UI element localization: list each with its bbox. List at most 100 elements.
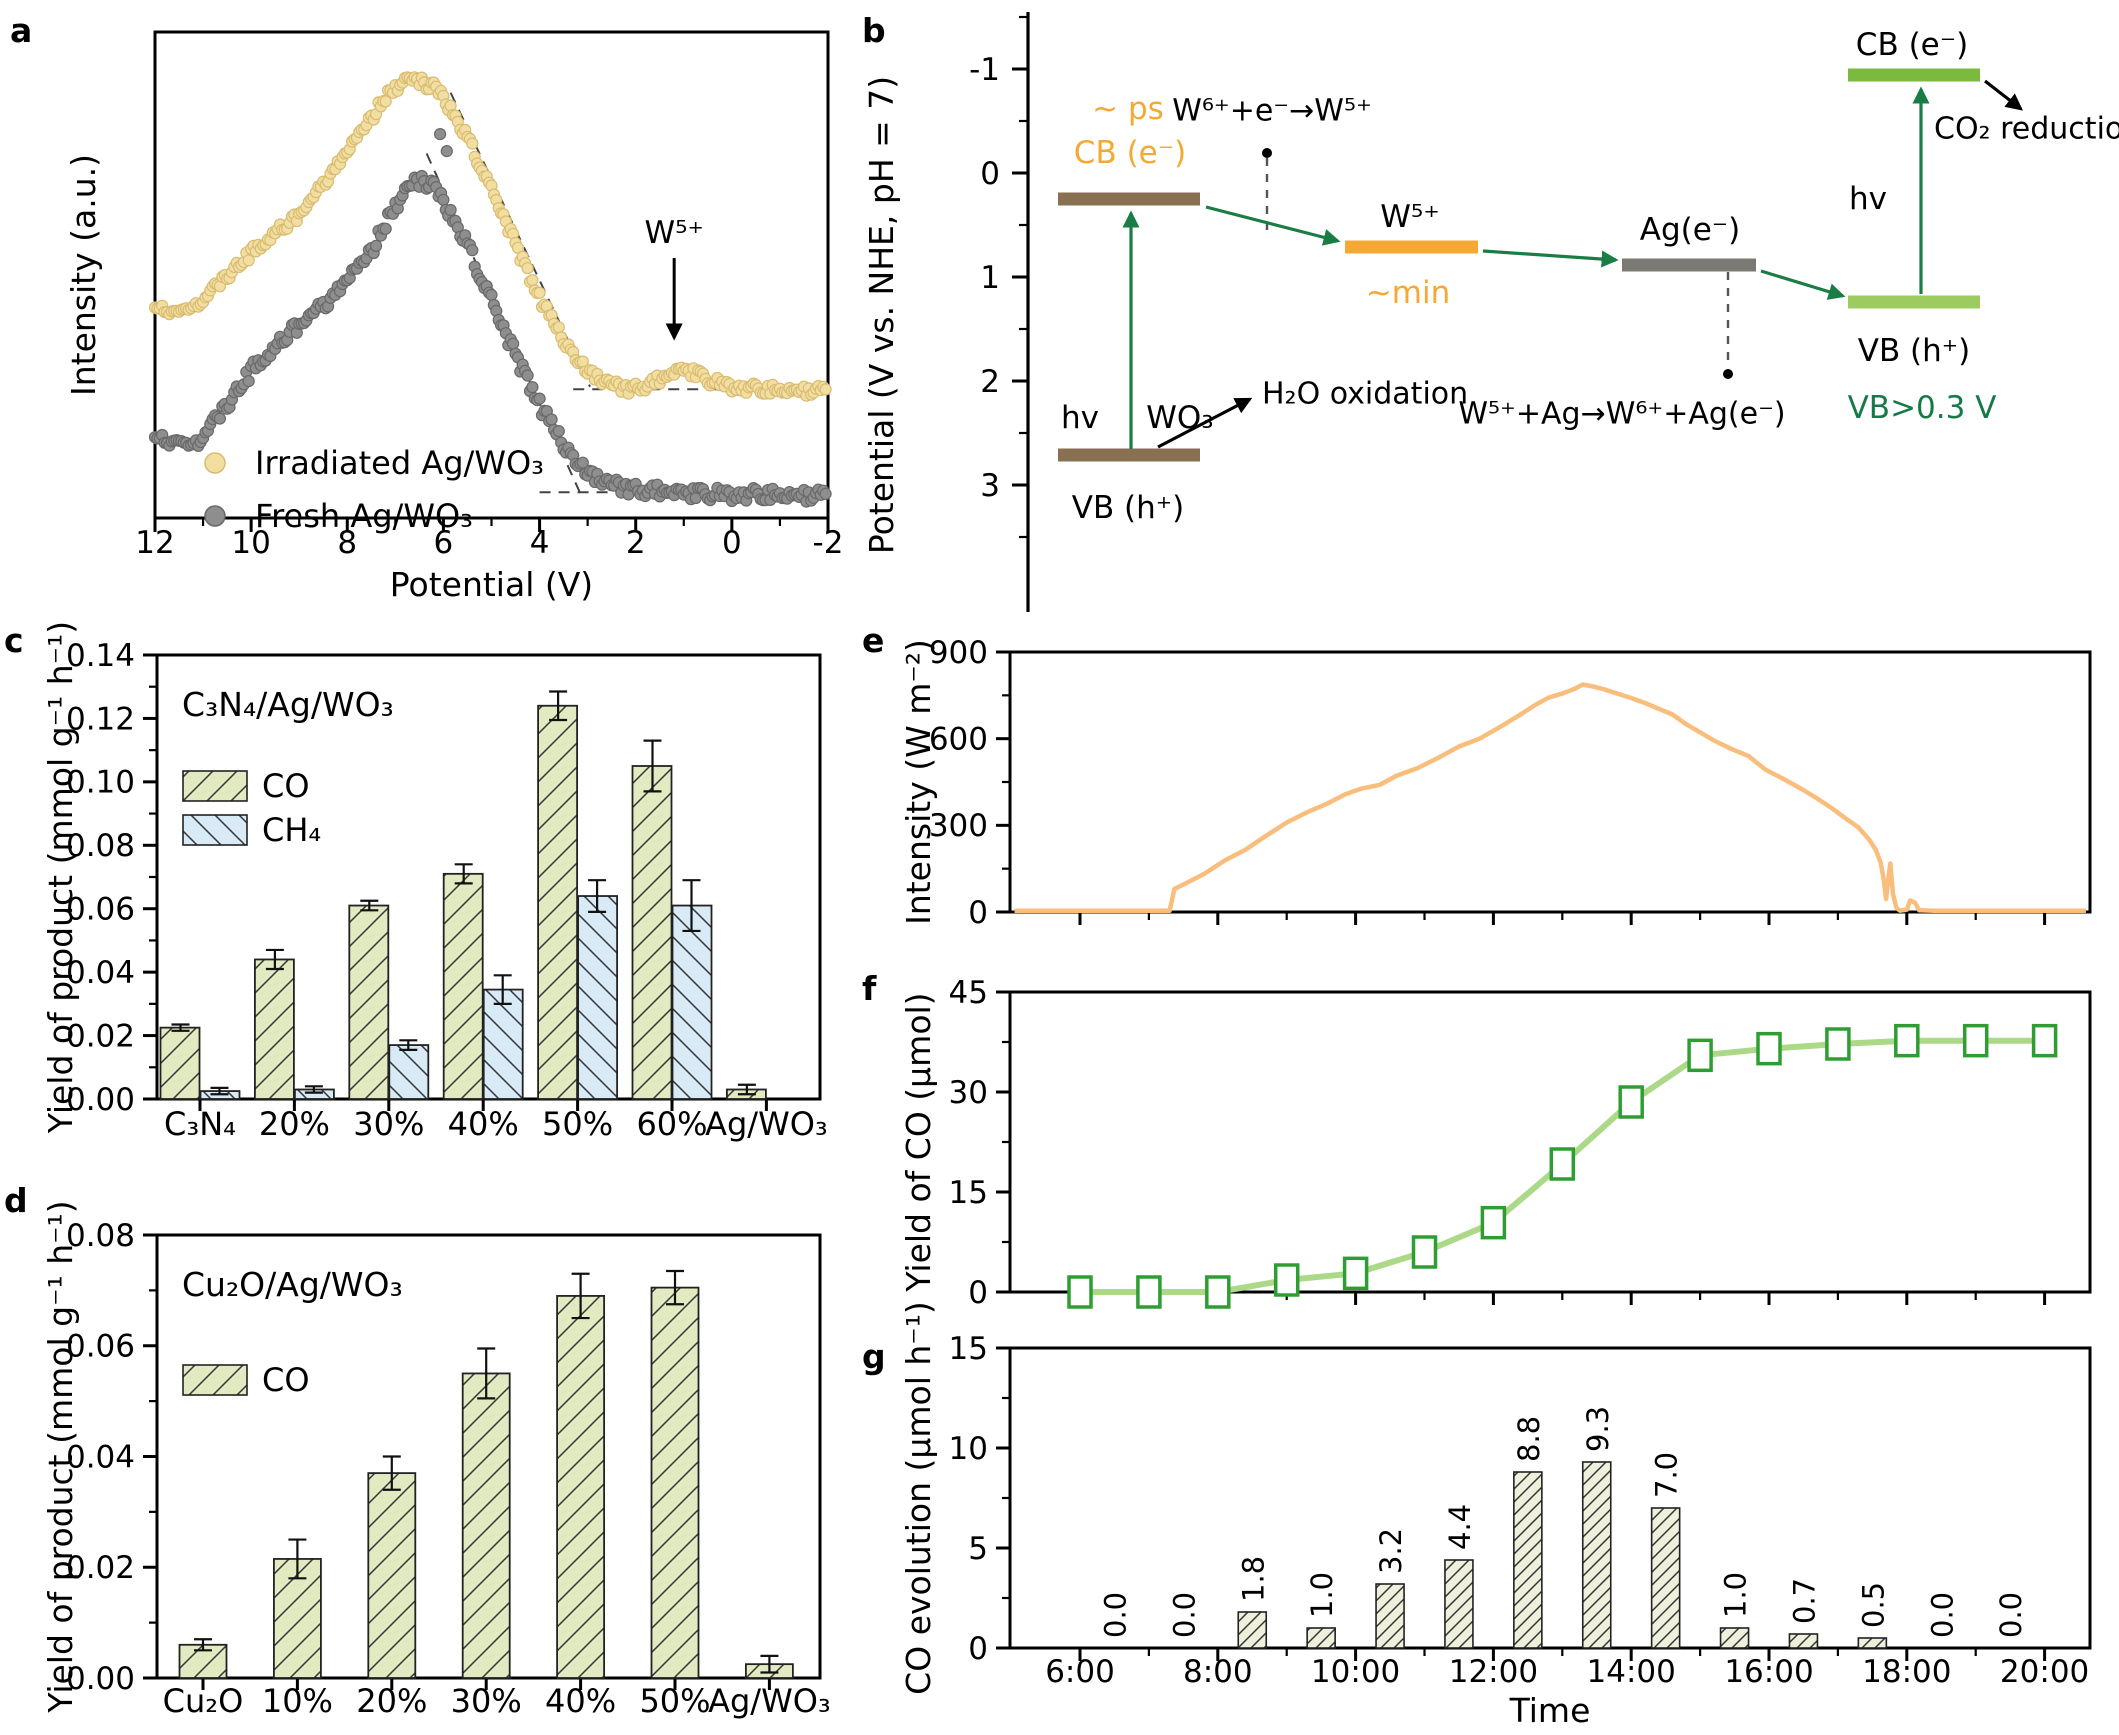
bar-hatch	[178, 1643, 228, 1679]
dashed-line-dot	[1723, 369, 1733, 379]
bar-hatch	[577, 895, 618, 1100]
bar-hatch	[367, 1472, 417, 1679]
legend-swatch-hatch	[182, 770, 248, 802]
y-tick-label: 0.02	[66, 1018, 135, 1054]
data-point	[466, 137, 479, 150]
data-point	[533, 286, 546, 299]
x-axis-title: Potential (V)	[390, 565, 593, 604]
bar-value-label: 0.0	[1167, 1592, 1201, 1638]
bar-hatch	[1375, 1583, 1405, 1649]
bar-hatch	[537, 704, 578, 1100]
x-category-label: Ag/WO₃	[705, 1105, 828, 1143]
bar-series-CH₄	[199, 879, 713, 1100]
bar-value-label: 0.5	[1856, 1582, 1890, 1628]
data-point-square	[1825, 1027, 1851, 1061]
b-annotation: Ag(e⁻)	[1640, 212, 1741, 248]
data-point	[242, 375, 255, 388]
y-tick-label: 0.12	[66, 701, 135, 737]
legend-label: CO	[262, 767, 310, 805]
energy-level-cn-cb	[1848, 68, 1980, 82]
bar-value-label: 1.0	[1305, 1572, 1339, 1618]
x-category-label: 50%	[639, 1682, 710, 1720]
legend-label-fresh: Fresh Ag/WO₃	[255, 497, 473, 535]
data-point	[370, 239, 383, 252]
y-tick-label: 0.06	[66, 1329, 135, 1365]
panel-letter-g: g	[862, 1337, 886, 1376]
energy-level-wo3-cb	[1058, 192, 1200, 206]
y-axis-title: Intensity (a.u.)	[64, 154, 103, 396]
bar-value-label: 8.8	[1512, 1416, 1546, 1462]
bar-series-CO	[159, 690, 767, 1100]
bar-value-label: 4.4	[1443, 1504, 1477, 1550]
bar-hatch	[1650, 1507, 1681, 1649]
x-category-label: 40%	[545, 1682, 616, 1720]
x-tick-label: 18:00	[1862, 1654, 1951, 1690]
y-tick-label: 15	[949, 1175, 988, 1211]
bar-value-label: 1.0	[1719, 1572, 1753, 1618]
y-tick-label: 15	[949, 1331, 988, 1367]
bar-value-label: 7.0	[1650, 1452, 1684, 1498]
b-annotation: VB (h⁺)	[1858, 333, 1971, 369]
data-point-square	[1618, 1085, 1644, 1119]
x-tick-label: 4	[530, 525, 550, 561]
y-tick-label: 0.00	[66, 1082, 135, 1118]
data-point-square	[1756, 1031, 1782, 1066]
bar-hatch	[482, 988, 524, 1100]
y-tick-label: 2	[980, 364, 1000, 400]
y-tick-label: 0.08	[66, 828, 135, 864]
y-tick-label: -1	[969, 52, 1000, 88]
bar-value-label: 1.8	[1236, 1556, 1270, 1602]
bar-value-label: 9.3	[1581, 1406, 1615, 1452]
data-point	[437, 193, 450, 206]
panel-e-box	[1008, 650, 2092, 914]
panel-b-diagram: -1 0 1 2 3 Potential (V vs. NHE, pH = 7) ~ ps C…	[862, 12, 2119, 612]
legend-swatch-hatch	[182, 1364, 248, 1396]
data-point-square	[2031, 1023, 2058, 1058]
data-point-square	[1205, 1275, 1231, 1309]
b-annotation: W⁵⁺+Ag→W⁶⁺+Ag(e⁻)	[1458, 397, 1785, 432]
panel-letter-b: b	[862, 11, 886, 50]
x-tick-label: 10	[231, 525, 270, 561]
bar-value-label: 0.0	[1098, 1592, 1132, 1638]
x-category-label: 50%	[542, 1105, 613, 1143]
panel-letter-f: f	[862, 969, 877, 1008]
y-tick-label: 0	[968, 1631, 988, 1667]
x-tick-label: 0	[722, 525, 742, 561]
y-tick-label: 0	[968, 1275, 988, 1311]
b-annotation: WO₃	[1146, 400, 1213, 436]
y-tick-label: 45	[949, 975, 988, 1011]
bar-hatch	[1513, 1471, 1543, 1649]
y-tick-label: 0.04	[66, 955, 135, 991]
data-point-square	[1067, 1275, 1093, 1309]
x-tick-label: 2	[626, 525, 646, 561]
y-tick-label: 600	[929, 722, 988, 758]
bar-value-label: 0.0	[1925, 1592, 1959, 1638]
x-category-label: 30%	[451, 1682, 522, 1720]
data-point	[545, 413, 558, 426]
scatter-series-fresh	[148, 128, 832, 508]
x-category-label: 60%	[636, 1105, 707, 1143]
transfer-arrow	[1157, 397, 1253, 449]
data-point-square	[1687, 1038, 1713, 1073]
chart-title: Cu₂O/Ag/WO₃	[182, 1265, 403, 1304]
bar-hatch	[650, 1286, 700, 1679]
data-point	[819, 487, 832, 500]
panel-letter-a: a	[10, 11, 32, 50]
bar-hatch	[671, 904, 713, 1100]
energy-level-ag-level	[1622, 258, 1756, 272]
x-tick-label: 14:00	[1587, 1654, 1676, 1690]
b-annotation: CO₂ reduction	[1934, 112, 2119, 147]
b-annotation: hv	[1061, 400, 1099, 436]
transfer-arrow	[1984, 79, 2024, 111]
b-annotation: CB (e⁻)	[1856, 27, 1968, 63]
b-annotation: hv	[1849, 181, 1887, 217]
bar-hatch	[1581, 1461, 1612, 1649]
y-axis-title: CO evolution (μmol h⁻¹)	[899, 1301, 938, 1695]
bar-value-label: 0.7	[1787, 1578, 1821, 1624]
panel-letter-e: e	[862, 621, 884, 660]
data-point	[506, 337, 520, 350]
x-category-label: Cu₂O	[163, 1682, 244, 1720]
panel-letters: a b c d e f g	[4, 11, 886, 1376]
b-annotation: CB (e⁻)	[1074, 135, 1186, 171]
